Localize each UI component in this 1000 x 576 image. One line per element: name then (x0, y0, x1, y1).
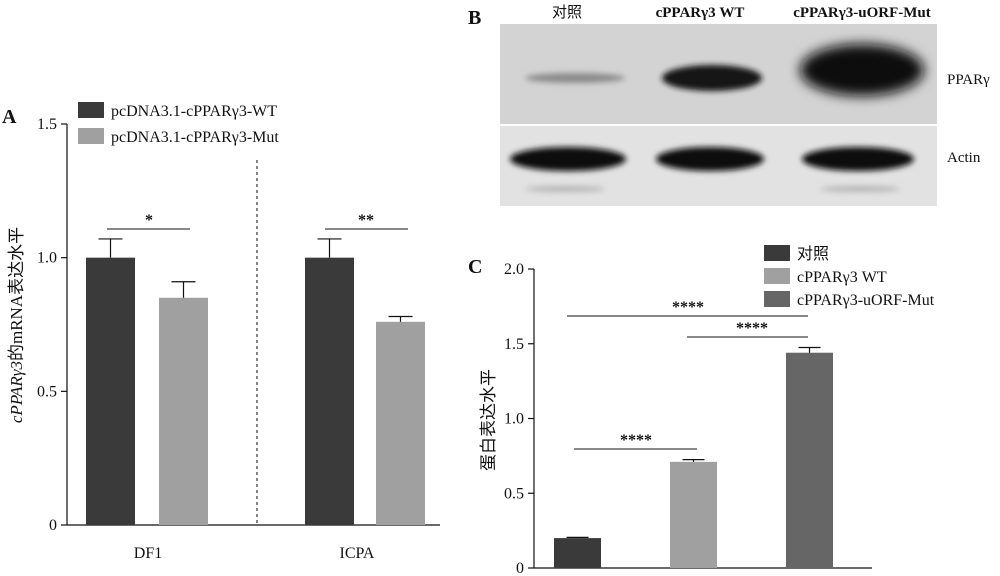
panel-b-letter: B (468, 7, 481, 29)
panel-b: B 对照 cPPARγ3 WT cPPARγ3-uORF-Mut PPARγ A… (468, 4, 990, 206)
band-ppar-mut (800, 44, 924, 96)
sig-label-control-wt: **** (620, 432, 652, 449)
blot-row-ppar: PPARγ (947, 72, 990, 88)
panel-c-y-axis-title: 蛋白表达水平 (479, 369, 498, 471)
band-actin-mut (802, 147, 914, 171)
panel-a-letter: A (2, 106, 17, 128)
blot-col-wt: cPPARγ3 WT (656, 5, 745, 21)
legend-swatch-mut (78, 128, 104, 144)
panel-a-y-axis-title: cPPARγ3的mRNA表达水平 (7, 227, 26, 423)
blot-col-control: 对照 (552, 4, 582, 21)
panel-a-y-tick-label: 1.0 (37, 250, 57, 267)
blot-ppar (500, 24, 937, 124)
panel-a-y-tick-label: 0.5 (37, 383, 57, 400)
panel-a-y-tick-label: 0 (49, 517, 57, 534)
panel-c-letter: C (468, 256, 482, 278)
blot-row-actin: Actin (947, 150, 981, 166)
blot-actin (500, 126, 937, 206)
legend-label-control: 对照 (797, 245, 829, 263)
panel-a-y-tick-label: 1.5 (37, 116, 57, 133)
panel-c-y-tick-label: 1.0 (504, 411, 524, 428)
bar-icpa-mut (376, 321, 425, 525)
blot-col-mut: cPPARγ3-uORF-Mut (793, 5, 931, 21)
panel-c-y-tick-label: 0 (516, 560, 524, 576)
legend-label-wt: pcDNA3.1-cPPARγ3-WT (111, 103, 277, 120)
bar-df1-wt (86, 257, 135, 525)
band-actin-control (510, 147, 626, 171)
x-label-df1: DF1 (134, 545, 162, 562)
legend-label-c-mut: cPPARγ3-uORF-Mut (797, 292, 935, 309)
band-ppar-control (525, 73, 625, 83)
panel-c-y-tick-label: 0.5 (504, 485, 524, 502)
sig-label-wt-mut: **** (736, 320, 768, 337)
legend-label-c-wt: cPPARγ3 WT (797, 269, 887, 286)
panel-c-y-tick-label: 1.5 (504, 336, 524, 353)
legend-swatch-control (764, 245, 790, 261)
legend-swatch-wt (764, 268, 790, 284)
bar-df1-mut (159, 297, 208, 525)
sig-label-df1: * (145, 212, 153, 229)
bar-mut (786, 352, 833, 568)
bar-icpa-wt (305, 257, 354, 525)
sig-label-control-mut: **** (672, 299, 704, 316)
x-label-icpa: ICPA (340, 545, 375, 562)
band-actin-wt (656, 147, 764, 171)
panel-a: A cPPARγ3的mRNA表达水平 0 0.5 1.0 1.5 pcDNA3.1-c… (2, 102, 440, 562)
band-ppar-wt (662, 65, 762, 91)
panel-c: C 蛋白表达水平 0 0.5 1.0 1.5 2.0 对照 cPPARγ3 WT cPP… (468, 245, 935, 576)
legend-swatch-mut (764, 291, 790, 307)
panel-c-y-tick-label: 2.0 (504, 261, 524, 278)
bar-control (554, 538, 601, 568)
legend-label-mut: pcDNA3.1-cPPARγ3-Mut (111, 129, 279, 146)
legend-swatch-wt (78, 102, 104, 118)
sig-label-icpa: ** (358, 212, 374, 229)
bar-wt (670, 461, 717, 568)
